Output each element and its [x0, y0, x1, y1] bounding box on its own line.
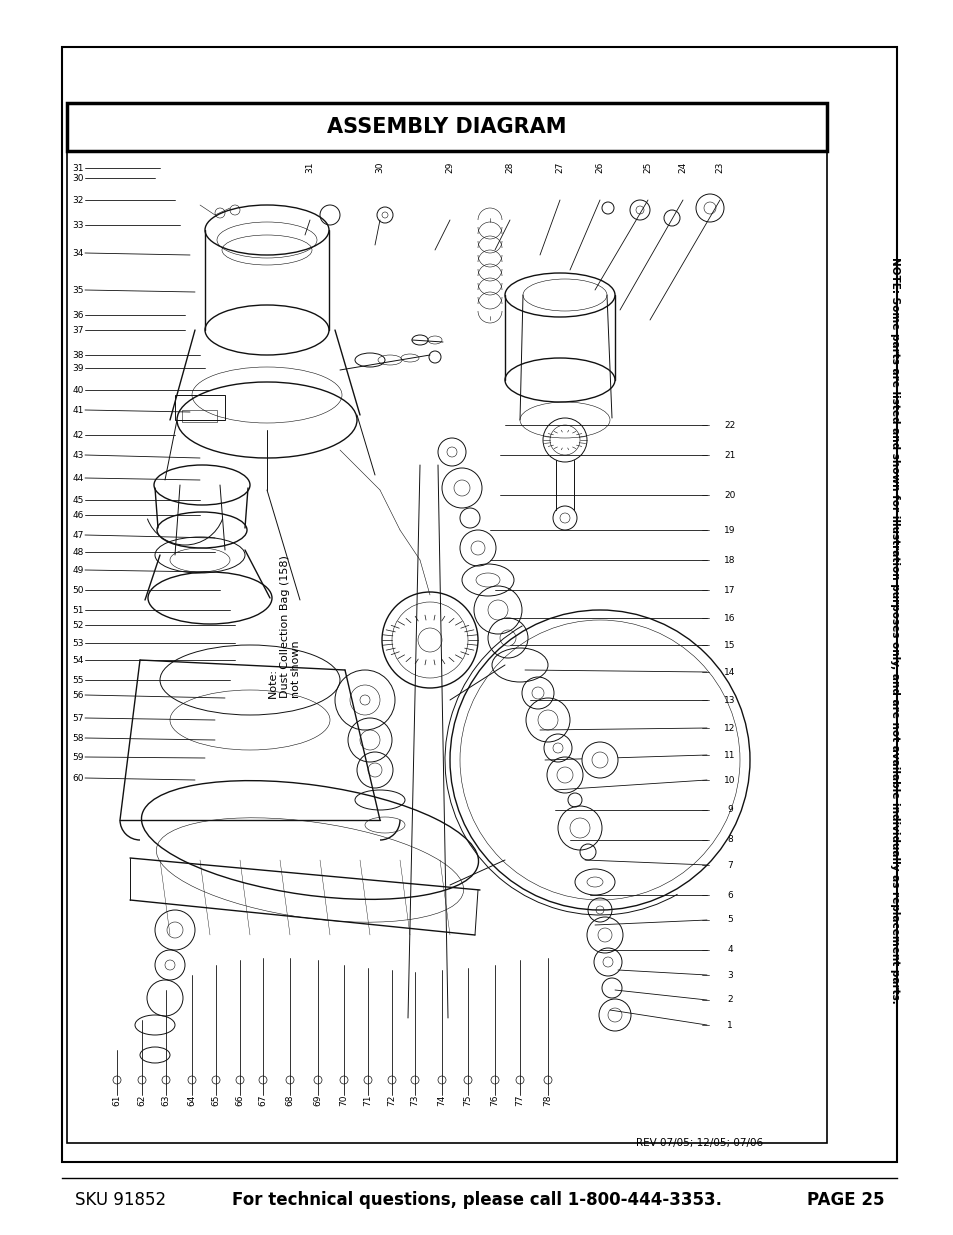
Text: 21: 21 [723, 451, 735, 459]
Text: 47: 47 [72, 531, 84, 540]
Text: 12: 12 [723, 724, 735, 732]
Text: 55: 55 [72, 676, 84, 684]
Text: 58: 58 [72, 734, 84, 742]
Text: 23: 23 [715, 162, 723, 173]
Text: 20: 20 [723, 490, 735, 499]
Text: 3: 3 [726, 971, 732, 979]
Text: 34: 34 [72, 248, 84, 258]
Text: 6: 6 [726, 890, 732, 899]
Text: 17: 17 [723, 585, 735, 594]
Text: 50: 50 [72, 585, 84, 594]
Text: 5: 5 [726, 915, 732, 925]
Text: 75: 75 [463, 1094, 472, 1105]
Text: 8: 8 [726, 836, 732, 845]
Text: 15: 15 [723, 641, 735, 650]
Text: 18: 18 [723, 556, 735, 564]
Text: 78: 78 [543, 1094, 552, 1105]
Text: 77: 77 [515, 1094, 524, 1105]
Text: 46: 46 [72, 510, 84, 520]
Text: 30: 30 [72, 173, 84, 183]
Text: For technical questions, please call 1-800-444-3353.: For technical questions, please call 1-8… [232, 1191, 721, 1209]
Text: 41: 41 [72, 405, 84, 415]
Text: 29: 29 [445, 162, 454, 173]
Text: 19: 19 [723, 526, 735, 535]
Text: 66: 66 [235, 1094, 244, 1105]
Text: 9: 9 [726, 805, 732, 815]
Text: 14: 14 [723, 667, 735, 677]
Text: 44: 44 [72, 473, 84, 483]
Text: 52: 52 [72, 620, 84, 630]
Bar [62, 47, 896, 1162]
Text: 67: 67 [258, 1094, 267, 1105]
Text: 63: 63 [161, 1094, 171, 1105]
Text: 40: 40 [72, 385, 84, 394]
Text: 11: 11 [723, 751, 735, 760]
Text: 4: 4 [726, 946, 732, 955]
Text: 30: 30 [375, 162, 384, 173]
Text: NOTE: Some parts are listed and shown for illustration purposes only, and are no: NOTE: Some parts are listed and shown fo… [889, 257, 899, 1003]
Text: 7: 7 [726, 861, 732, 869]
Text: 16: 16 [723, 614, 735, 622]
Text: 2: 2 [726, 995, 732, 1004]
Text: Note:
Dust Collection Bag (158)
not shown: Note: Dust Collection Bag (158) not show… [268, 555, 301, 698]
Text: SKU 91852: SKU 91852 [75, 1191, 166, 1209]
Text: 45: 45 [72, 495, 84, 505]
Text: 51: 51 [72, 605, 84, 615]
Text: 57: 57 [72, 714, 84, 722]
Text: 22: 22 [723, 420, 735, 430]
Text: 60: 60 [72, 773, 84, 783]
Text: 26: 26 [595, 162, 604, 173]
Text: 28: 28 [505, 162, 514, 173]
Text: 53: 53 [72, 638, 84, 647]
Text: 37: 37 [72, 326, 84, 335]
Text: 42: 42 [72, 431, 84, 440]
Circle shape [581, 742, 618, 778]
Text: 13: 13 [723, 695, 735, 704]
Text: REV 07/05; 12/05; 07/06: REV 07/05; 12/05; 07/06 [636, 1137, 762, 1149]
Text: 24: 24 [678, 162, 687, 173]
Text: 38: 38 [72, 351, 84, 359]
Bar [174, 395, 225, 420]
Text: 48: 48 [72, 547, 84, 557]
Text: 25: 25 [643, 162, 652, 173]
Text: 61: 61 [112, 1094, 121, 1105]
Text: 70: 70 [339, 1094, 348, 1105]
Text: 54: 54 [72, 656, 84, 664]
Text: 56: 56 [72, 690, 84, 699]
Text: 39: 39 [72, 363, 84, 373]
Text: 72: 72 [387, 1094, 396, 1105]
Bar [67, 103, 826, 1144]
Bar [67, 103, 826, 151]
Text: 43: 43 [72, 451, 84, 459]
Text: 33: 33 [72, 221, 84, 230]
Text: 49: 49 [72, 566, 84, 574]
Text: 64: 64 [188, 1094, 196, 1105]
Text: 32: 32 [72, 195, 84, 205]
Text: 27: 27 [555, 162, 564, 173]
Text: 31: 31 [72, 163, 84, 173]
Text: 1: 1 [726, 1020, 732, 1030]
Text: 31: 31 [305, 162, 314, 173]
Text: 76: 76 [490, 1094, 499, 1105]
Text: ASSEMBLY DIAGRAM: ASSEMBLY DIAGRAM [327, 117, 566, 137]
Text: 74: 74 [437, 1094, 446, 1105]
Text: 71: 71 [363, 1094, 372, 1105]
Text: 59: 59 [72, 752, 84, 762]
Text: 65: 65 [212, 1094, 220, 1105]
Text: 68: 68 [285, 1094, 294, 1105]
Text: PAGE 25: PAGE 25 [806, 1191, 884, 1209]
Text: 36: 36 [72, 310, 84, 320]
Bar [182, 410, 216, 422]
Text: 69: 69 [314, 1094, 322, 1105]
Text: 73: 73 [410, 1094, 419, 1105]
Text: 10: 10 [723, 776, 735, 784]
Text: 62: 62 [137, 1094, 147, 1105]
Text: 35: 35 [72, 285, 84, 294]
